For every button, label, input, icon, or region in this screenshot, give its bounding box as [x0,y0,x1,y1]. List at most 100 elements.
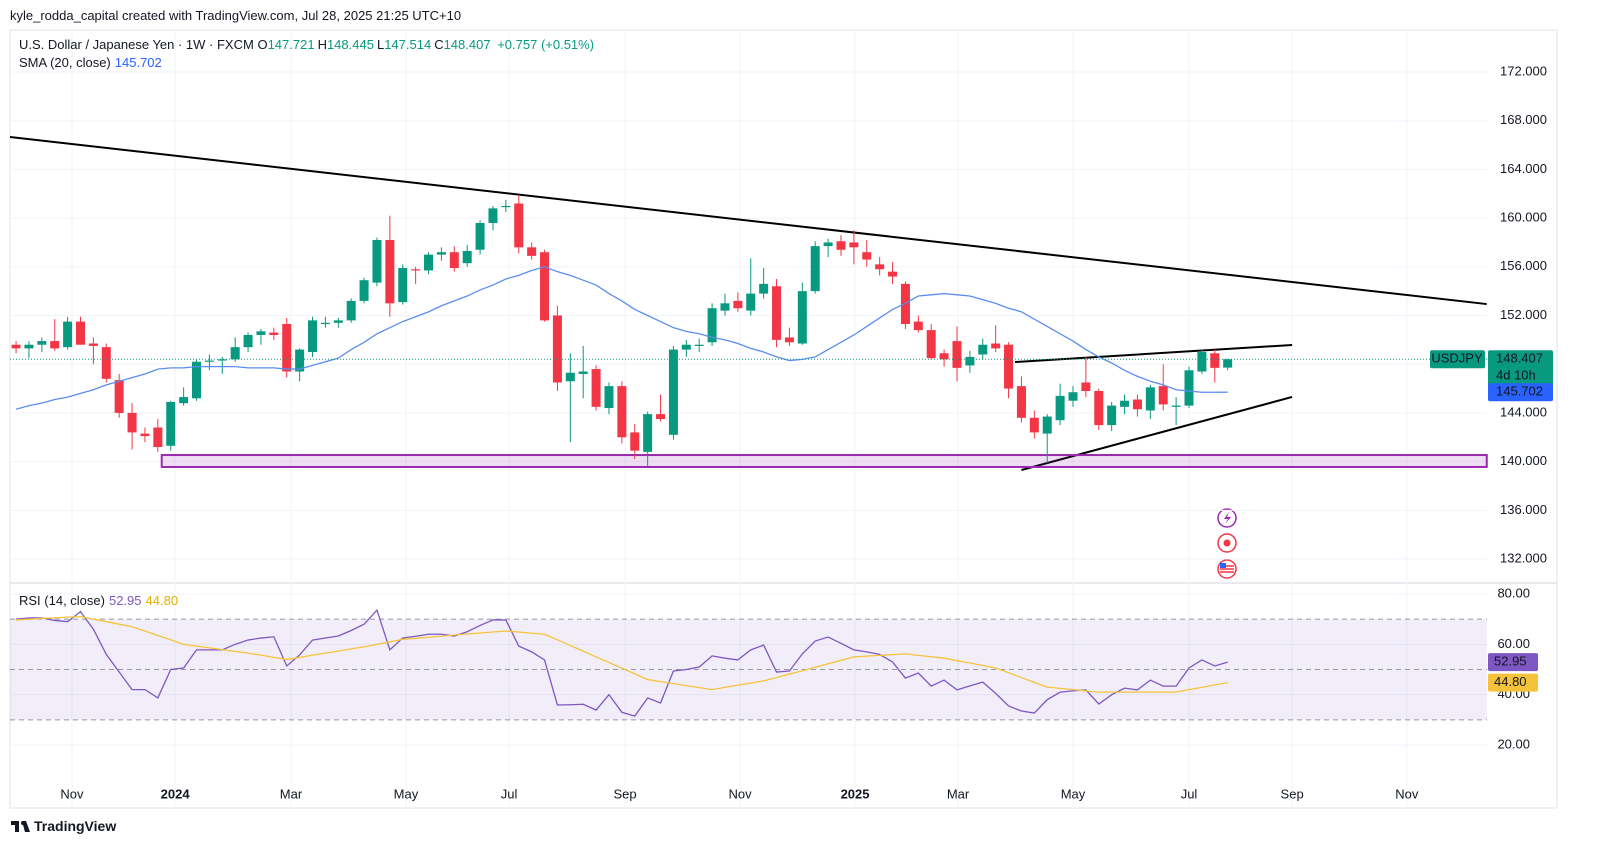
candle-body [952,341,962,368]
candle-body [217,359,227,361]
candle-body [591,369,601,407]
x-tick-label: Nov [60,786,84,801]
candle-body [681,344,691,350]
candle-body [153,427,163,448]
legend-key: L [376,37,385,52]
candle-body [823,242,833,247]
candle-body [965,356,975,366]
candle-body [1210,353,1220,368]
candle-body [643,414,653,452]
candle-body [939,353,949,360]
legend-title: U.S. Dollar / Japanese Yen · 1W · FXCM [19,37,254,52]
sma-legend: SMA (20, close) 145.702 [19,55,162,70]
candle-body [308,320,318,353]
candle-body [398,268,408,303]
sma-value: 145.702 [114,55,162,70]
candle-body [501,205,511,208]
legend-key: C [434,37,444,52]
candle-body [88,343,98,346]
candle-body [810,246,820,292]
x-tick-label: Jul [1181,786,1198,801]
candle-body [320,322,330,325]
candle-body [875,264,885,270]
candle-body [230,347,240,360]
candle-body [694,344,704,346]
tv-logo [11,821,30,832]
candle-body [359,280,369,301]
legend-change: +0.757 (+0.51%) [497,37,595,52]
candle-body [1223,359,1233,368]
rsi-value: 52.95 [108,593,142,608]
candle-body [114,380,124,413]
y-tick-label: 136.000 [1500,502,1547,517]
candle-body [1004,344,1014,389]
candle-body [797,291,807,344]
candle-body [991,343,1001,349]
candle-body [978,344,988,355]
candle-body [1158,386,1168,405]
x-tick-label: Jul [501,786,518,801]
candle-body [1055,395,1065,421]
symbol-tag: USDJPY [1431,351,1483,366]
rsi-tag-label: 52.95 [1494,654,1527,669]
candle-body [256,331,266,335]
candle-body [166,401,176,446]
y-tick-label: 144.000 [1500,404,1547,419]
grid [10,30,1487,808]
legend-key: O [257,37,268,52]
y-tick-label: 132.000 [1500,550,1547,565]
candle-body [784,337,794,343]
candle-body [140,433,150,437]
candle-body [1094,390,1104,426]
candle-body [668,349,678,435]
x-tick-label: Nov [728,786,752,801]
sma-tag-label: 145.702 [1496,384,1543,399]
y-tick-label: 140.000 [1500,453,1547,468]
candle-body [1171,405,1181,407]
candle-body [733,300,743,309]
candle-body [63,321,73,348]
x-tick-label: May [1061,786,1086,801]
header: kyle_rodda_capital created with TradingV… [10,8,462,23]
candle-body [282,324,292,372]
candle-body [617,386,627,438]
icon-glyph [1224,512,1231,524]
candle-body [1184,370,1194,406]
trendline [1021,395,1293,471]
candle-body [372,240,382,283]
candle-body [1120,400,1130,407]
zone [160,454,1488,468]
rsi-ma-value: 44.80 [145,593,179,608]
candle-body [565,372,575,382]
candle-body [630,432,640,451]
candle-body [449,252,459,269]
candle-body [707,308,717,343]
candle-body [192,361,202,399]
y-tick-label: 168.000 [1500,112,1547,127]
candle-body [1197,352,1207,372]
candle-body [720,303,730,311]
countdown: 4d 10h [1496,368,1536,383]
candle-body [37,341,47,345]
candle-body [604,386,614,409]
candle-body [424,254,434,271]
candle-body [488,208,498,223]
candle-body [101,347,111,379]
rsi-line [16,615,1228,693]
rsi-tag [1488,653,1538,672]
rsi-tick-label: 60.00 [1497,636,1530,651]
candle-body [759,283,769,294]
candle-body [1042,416,1052,434]
sma-line [15,266,1228,410]
rsi-tick-label: 20.00 [1497,736,1530,751]
x-tick-label: Nov [1395,786,1419,801]
candle-body [1132,399,1142,410]
sma-title: SMA (20, close) [19,55,111,70]
candle-body [772,286,782,340]
footer: TradingView [34,818,117,834]
candle-body [578,371,588,374]
event-icons [1217,508,1237,579]
candle-body [436,252,446,255]
candle-body [346,300,356,321]
